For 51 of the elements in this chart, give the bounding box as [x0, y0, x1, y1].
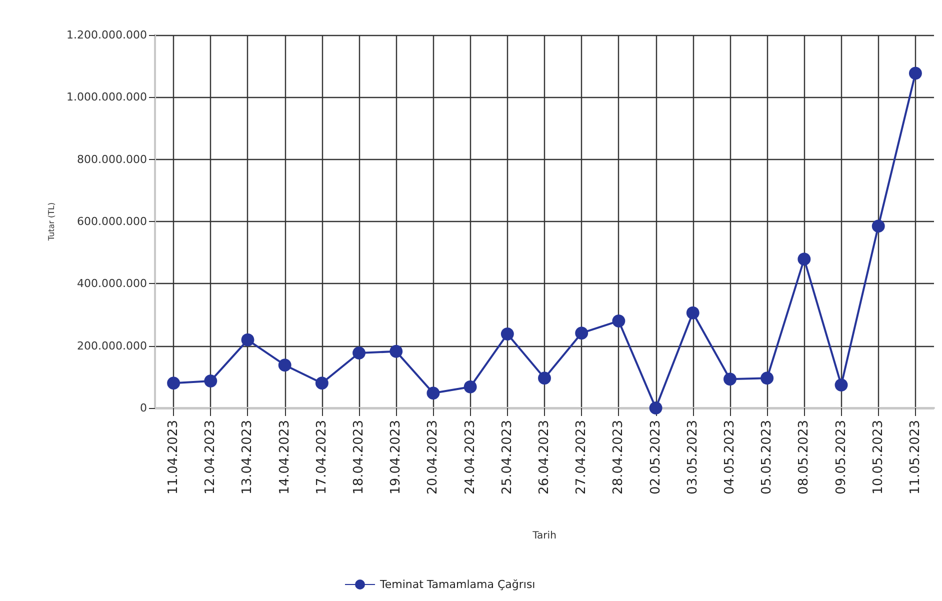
point: [538, 372, 551, 385]
point: [352, 346, 366, 360]
point: [872, 220, 885, 233]
legend-label: Teminat Tamamlama Çağrısı: [379, 578, 536, 591]
x-tick-label: 26.04.2023: [537, 420, 552, 494]
x-tick-label: 03.05.2023: [685, 420, 700, 494]
point: [612, 314, 626, 328]
x-tick-label: 05.05.2023: [760, 420, 775, 494]
x-tick-label: 13.04.2023: [240, 420, 256, 494]
y-tick-label: 600.000.000: [77, 215, 147, 228]
point: [241, 333, 254, 346]
point: [834, 378, 848, 392]
x-tick-label: 11.05.2023: [908, 420, 923, 494]
y-tick-label: 200.000.000: [77, 339, 147, 352]
x-axis-title: Tarih: [532, 530, 556, 542]
x-tick-label: 28.04.2023: [611, 420, 626, 494]
x-tick-label: 24.04.2023: [462, 420, 478, 494]
x-tick-label: 09.05.2023: [834, 420, 849, 494]
point: [686, 306, 700, 320]
point: [500, 328, 514, 341]
point: [167, 376, 180, 390]
x-tick-label: 04.05.2023: [722, 420, 738, 494]
x-tick-label: 18.04.2023: [352, 420, 367, 494]
x-tick-label: 08.05.2023: [796, 420, 812, 494]
point: [426, 386, 440, 400]
point: [315, 376, 328, 390]
x-tick-label: 27.04.2023: [574, 420, 590, 494]
y-tick-label: 0: [140, 402, 147, 414]
x-tick-label: 14.04.2023: [277, 420, 292, 494]
x-tick-label: 25.04.2023: [500, 420, 515, 494]
x-tick-label: 17.04.2023: [314, 420, 330, 494]
point: [723, 372, 736, 386]
y-tick-label: 800.000.000: [77, 152, 147, 166]
x-tick-label: 19.04.2023: [388, 420, 404, 494]
point: [798, 252, 811, 266]
point: [575, 326, 588, 340]
y-tick-label: 1.000.000.000: [66, 90, 147, 104]
point: [464, 380, 477, 394]
point: [390, 344, 403, 358]
point: [760, 372, 774, 385]
x-tick-label: 02.05.2023: [648, 420, 664, 494]
x-tick-label: 11.04.2023: [166, 420, 182, 494]
x-tick-label: 20.04.2023: [426, 420, 441, 494]
y-tick-label: 1.200.000.000: [66, 28, 147, 42]
point: [908, 66, 922, 80]
point: [278, 358, 292, 372]
x-tick-label: 10.05.2023: [870, 420, 886, 494]
x-tick-label: 12.04.2023: [203, 420, 218, 494]
point: [204, 374, 218, 388]
y-tick-label: 400.000.000: [77, 277, 147, 290]
y-axis-title: Tutar (TL): [47, 202, 56, 242]
